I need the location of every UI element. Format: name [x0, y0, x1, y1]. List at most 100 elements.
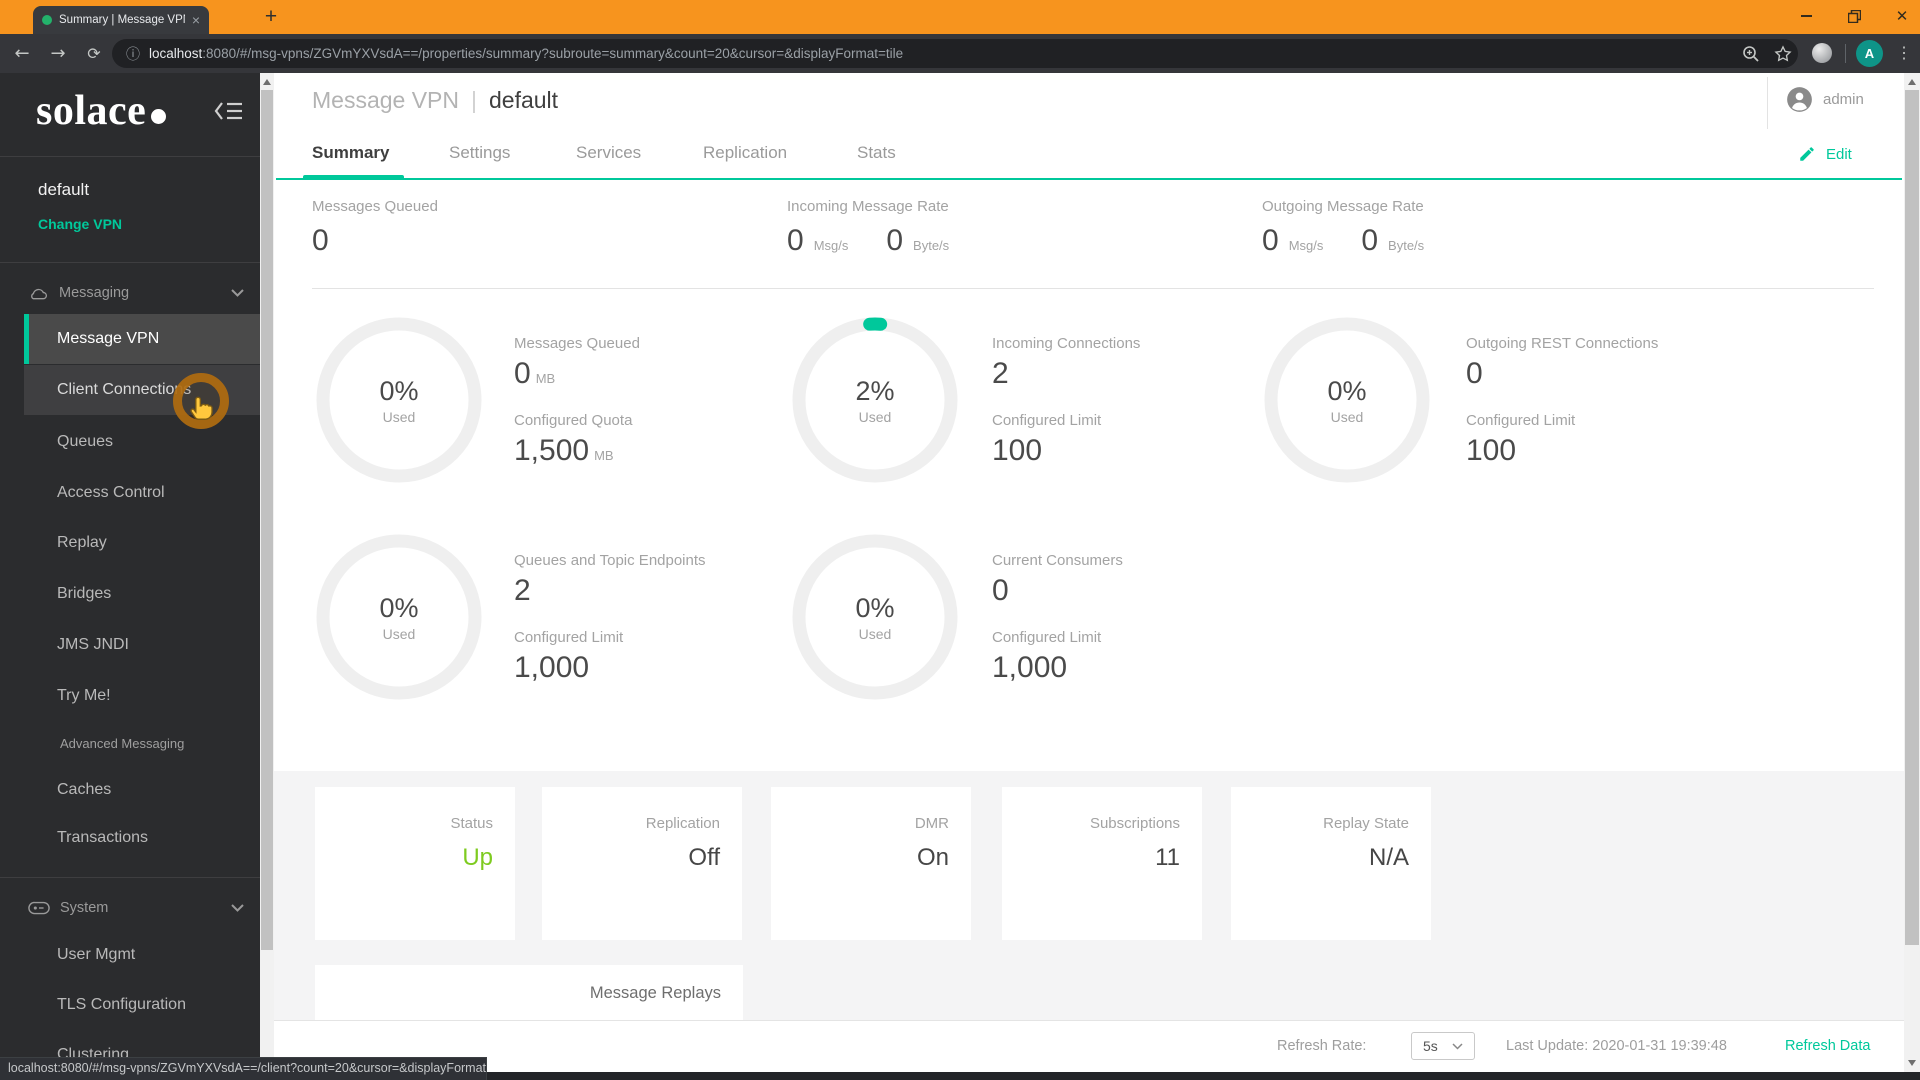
window-minimize-button[interactable]: [1786, 0, 1826, 32]
refresh-data-button[interactable]: Refresh Data: [1785, 1038, 1871, 1054]
sidebar-item-bridges[interactable]: Bridges: [57, 585, 112, 602]
window-restore-button[interactable]: [1834, 0, 1874, 32]
card-value: 11: [1155, 844, 1180, 871]
sidebar-item-access-control[interactable]: Access Control: [57, 484, 165, 501]
sidebar-item-tls-configuration[interactable]: TLS Configuration: [57, 996, 186, 1013]
sidebar-collapse-icon[interactable]: [214, 99, 246, 125]
gauge-used-label: Used: [858, 625, 892, 642]
chevron-down-icon[interactable]: [231, 289, 244, 297]
chevron-down-icon[interactable]: [231, 904, 244, 912]
refresh-rate-value: 5s: [1423, 1038, 1438, 1054]
toolbar-divider: [1845, 44, 1846, 63]
gauge-limit-label: Configured Limit: [1466, 412, 1576, 429]
card-value: On: [916, 844, 949, 871]
tab-replication[interactable]: Replication: [703, 143, 788, 162]
sidebar-scrollbar[interactable]: [260, 73, 274, 1080]
forward-icon[interactable]: →: [50, 43, 66, 64]
status-card-status: Status Up: [315, 787, 515, 940]
url-host: localhost: [149, 46, 203, 61]
tab-services[interactable]: Services: [576, 143, 642, 162]
sidebar-item-user-mgmt[interactable]: User Mgmt: [57, 946, 136, 963]
section-divider: [312, 288, 1874, 289]
section-label: Messaging: [59, 285, 130, 301]
page-title-value: default: [489, 87, 559, 113]
extension-icon[interactable]: [1812, 43, 1832, 63]
tab-summary[interactable]: Summary: [312, 143, 390, 162]
address-bar[interactable]: ⓘ localhost:8080/#/msg-vpns/ZGVmYXVsdA==…: [112, 39, 1798, 68]
message-replays-card: Message Replays: [315, 965, 743, 1021]
tab-settings[interactable]: Settings: [449, 143, 511, 162]
zoom-search-icon[interactable]: [1741, 44, 1761, 64]
browser-tab[interactable]: Summary | Message VPN ×: [33, 6, 209, 34]
sidebar-item-try-me[interactable]: Try Me!: [57, 687, 111, 704]
scroll-up-icon[interactable]: [1904, 75, 1920, 89]
main-scrollbar[interactable]: [1904, 73, 1920, 1072]
sidebar-scrollbar-thumb[interactable]: [261, 90, 273, 950]
sidebar-item-advanced-messaging[interactable]: Advanced Messaging: [60, 736, 185, 751]
main-content: Message VPN | default admin Summary Sett…: [274, 73, 1904, 1080]
gauge-unit: MB: [535, 371, 556, 386]
tab-title: Summary | Message VPN: [59, 14, 185, 26]
edit-button[interactable]: Edit: [1798, 145, 1852, 163]
reload-icon[interactable]: ⟳: [87, 44, 101, 63]
page-info-icon[interactable]: ⓘ: [126, 46, 140, 63]
gauge-percent: 0%: [1327, 375, 1367, 406]
window-close-button[interactable]: ✕: [1895, 8, 1909, 25]
user-menu[interactable]: admin: [1786, 86, 1864, 113]
gauge-value: 2: [992, 357, 1009, 390]
gauge-value: 0: [992, 574, 1009, 607]
metric-outgoing-rate: Outgoing Message Rate 0 Msg/s 0 Byte/s: [1262, 198, 1424, 258]
solace-logo-dot: [151, 109, 167, 124]
change-vpn-link[interactable]: Change VPN: [38, 216, 123, 232]
gauge-current-consumers: 0% Used: [790, 532, 960, 702]
card-value: Up: [462, 844, 493, 871]
new-tab-button[interactable]: +: [264, 5, 278, 28]
page-title-separator: |: [471, 87, 477, 113]
chevron-down-icon: [1452, 1042, 1463, 1050]
browser-toolbar: ← → ⟳ ⓘ localhost:8080/#/msg-vpns/ZGVmYX…: [0, 34, 1920, 73]
sidebar-item-queues[interactable]: Queues: [57, 433, 114, 450]
sidebar-item-jms-jndi[interactable]: JMS JNDI: [57, 636, 129, 653]
active-tab-underline: [303, 175, 404, 180]
browser-profile-avatar[interactable]: A: [1856, 40, 1883, 67]
scroll-up-icon[interactable]: [260, 75, 274, 89]
gauge-limit-unit: MB: [594, 448, 614, 463]
tab-close-icon[interactable]: ×: [191, 12, 200, 28]
gauge-value: 2: [514, 574, 531, 607]
browser-menu-icon[interactable]: ⋮: [1896, 45, 1912, 62]
username-label: admin: [1823, 91, 1864, 108]
scroll-down-icon[interactable]: [1904, 1056, 1920, 1070]
gauge-metric-label: Current Consumers: [992, 552, 1123, 569]
refresh-rate-select[interactable]: 5s: [1411, 1032, 1475, 1060]
card-label: Status: [450, 815, 493, 832]
sidebar-item-message-vpn[interactable]: Message VPN: [24, 314, 260, 364]
gauge-used-label: Used: [382, 408, 416, 425]
sidebar-item-replay[interactable]: Replay: [57, 534, 107, 551]
bookmark-star-icon[interactable]: [1773, 44, 1793, 64]
main-scrollbar-thumb[interactable]: [1905, 90, 1919, 945]
sidebar-item-caches[interactable]: Caches: [57, 781, 112, 798]
sidebar-item-transactions[interactable]: Transactions: [57, 829, 148, 846]
page-title: Message VPN | default: [312, 87, 558, 114]
metric-value: 0: [1262, 224, 1279, 257]
sidebar-logo-row: solace: [0, 73, 260, 157]
gauge-info: Messages Queued 0 MB Configured Quota 1,5…: [514, 335, 814, 468]
header-divider: [1767, 77, 1768, 129]
metric-messages-queued: Messages Queued 0: [312, 198, 438, 258]
card-value: Off: [688, 844, 720, 871]
gauge-info: Queues and Topic Endpoints 2 Configured …: [514, 552, 814, 685]
back-icon[interactable]: ←: [14, 43, 30, 64]
gauge-percent: 0%: [379, 375, 419, 406]
tab-stats[interactable]: Stats: [857, 143, 896, 162]
url-text[interactable]: localhost:8080/#/msg-vpns/ZGVmYXVsdA==/p…: [149, 46, 903, 61]
gauge-limit-label: Configured Quota: [514, 412, 633, 429]
sidebar-section-messaging[interactable]: Messaging: [0, 271, 260, 315]
gauge-info: Outgoing REST Connections 0 Configured L…: [1466, 335, 1766, 468]
gauge-metric-label: Queues and Topic Endpoints: [514, 552, 706, 569]
metric-unit: Byte/s: [1388, 238, 1425, 253]
gauge-outgoing-rest-connections: 0% Used: [1262, 315, 1432, 485]
gauge-limit: 1,000: [514, 651, 590, 684]
sidebar-section-system[interactable]: System: [0, 886, 260, 930]
tab-favicon-icon: [42, 15, 52, 25]
user-avatar-icon: [1787, 87, 1812, 112]
